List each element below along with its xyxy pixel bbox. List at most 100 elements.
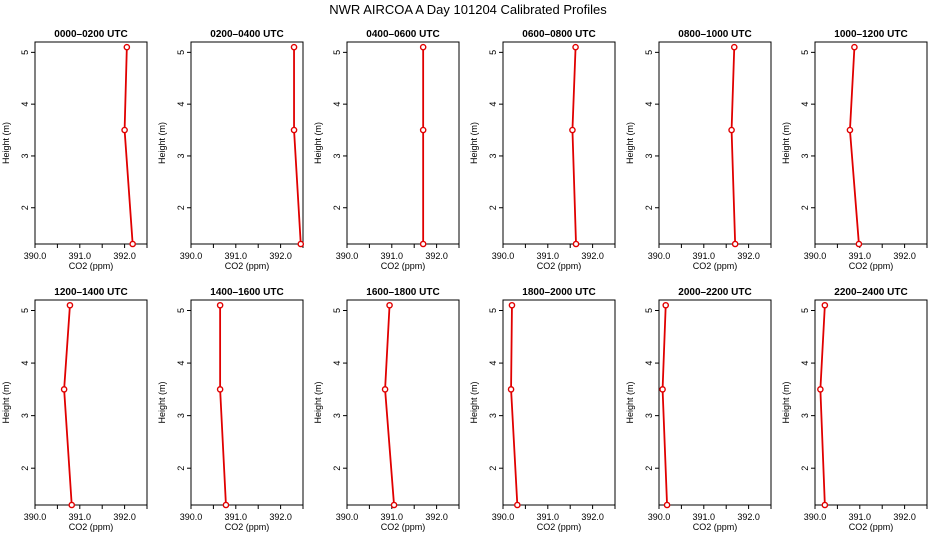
y-axis-label: Height (m)	[313, 122, 323, 164]
y-axis-label: Height (m)	[157, 122, 167, 164]
x-axis-label: CO2 (ppm)	[693, 261, 738, 271]
x-tick-label: 392.0	[581, 251, 604, 261]
y-tick-label: 2	[176, 466, 186, 471]
panel-title: 0800–1000 UTC	[678, 29, 751, 40]
plot-frame	[502, 41, 616, 245]
profile-point	[290, 126, 298, 134]
x-tick-label: 390.0	[180, 251, 203, 261]
y-tick-label: 3	[332, 153, 342, 158]
profile-point	[514, 501, 521, 509]
profile-panel: 1200–1400 UTC 390.0 391.0 392.0 2 3 4 5 CO2 (ppm…	[1, 287, 148, 532]
profile-panel: 1400–1600 UTC 390.0 391.0 392.0 2 3 4 5 CO2 (ppm…	[157, 287, 304, 532]
y-tick-label: 4	[332, 361, 342, 366]
y-tick-label: 4	[176, 361, 186, 366]
profile-line	[63, 305, 73, 506]
y-tick-label: 4	[488, 361, 498, 366]
y-tick-label: 4	[800, 361, 810, 366]
plot-frame	[34, 299, 148, 506]
y-tick-label: 3	[176, 153, 186, 158]
y-axis-label: Height (m)	[1, 122, 11, 164]
y-tick-label: 3	[488, 413, 498, 418]
profile-line	[219, 305, 227, 506]
x-axis-label: CO2 (ppm)	[225, 522, 270, 532]
profile-point	[129, 240, 136, 248]
y-tick-label: 4	[800, 102, 810, 107]
plot-frame	[34, 41, 148, 245]
x-tick-label: 391.0	[225, 251, 248, 261]
y-tick-label: 5	[332, 50, 342, 55]
x-tick-label: 390.0	[180, 512, 203, 522]
profile-point	[60, 386, 68, 393]
y-axis-label: Height (m)	[157, 381, 167, 423]
profile-point	[572, 43, 579, 51]
x-tick-label: 392.0	[113, 251, 136, 261]
profile-panel: 2200–2400 UTC 390.0 391.0 392.0 2 3 4 5 CO2 (ppm…	[781, 287, 928, 532]
x-tick-label: 392.0	[425, 512, 448, 522]
profile-point	[222, 501, 230, 509]
profile-point	[730, 43, 738, 51]
y-tick-label: 5	[176, 308, 186, 313]
y-tick-label: 5	[644, 308, 654, 313]
profile-panel: 1800–2000 UTC 390.0 391.0 392.0 2 3 4 5 CO2 (ppm…	[469, 287, 616, 532]
y-tick-label: 4	[488, 102, 498, 107]
x-tick-label: 390.0	[336, 512, 359, 522]
plot-frame	[346, 41, 460, 245]
y-axis-label: Height (m)	[469, 122, 479, 164]
profile-point	[419, 43, 427, 51]
x-axis-label: CO2 (ppm)	[69, 261, 114, 271]
y-tick-label: 2	[332, 205, 342, 210]
profile-point	[659, 386, 666, 393]
plot-frame	[658, 299, 772, 506]
x-tick-label: 390.0	[804, 512, 827, 522]
x-tick-label: 391.0	[849, 251, 872, 261]
x-axis-label: CO2 (ppm)	[225, 261, 270, 271]
x-tick-label: 392.0	[425, 251, 448, 261]
profile-panel: 0200–0400 UTC 390.0 391.0 392.0 2 3 4 5 CO2 (ppm…	[157, 29, 305, 271]
profile-point	[821, 501, 829, 509]
y-axis-label: Height (m)	[781, 381, 791, 423]
profile-panel: 1000–1200 UTC 390.0 391.0 392.0 2 3 4 5 CO2 (ppm…	[781, 29, 928, 271]
profile-line	[510, 305, 519, 506]
panel-title: 2000–2200 UTC	[678, 287, 751, 298]
y-tick-label: 2	[332, 466, 342, 471]
plot-frame	[190, 299, 304, 506]
plot-frame	[658, 41, 772, 245]
y-axis-label: Height (m)	[313, 381, 323, 423]
y-tick-label: 5	[488, 50, 498, 55]
profile-point	[386, 301, 393, 309]
x-tick-label: 391.0	[225, 512, 248, 522]
x-tick-label: 391.0	[69, 251, 92, 261]
y-tick-label: 2	[176, 205, 186, 210]
x-tick-label: 391.0	[693, 512, 716, 522]
x-axis-label: CO2 (ppm)	[537, 522, 582, 532]
profile-line	[730, 47, 737, 245]
y-tick-label: 5	[20, 308, 30, 313]
x-tick-label: 392.0	[269, 251, 292, 261]
panel-title: 1800–2000 UTC	[522, 287, 595, 298]
profile-point	[68, 501, 76, 509]
y-tick-label: 5	[332, 308, 342, 313]
y-tick-label: 5	[800, 50, 810, 55]
panel-title: 0600–0800 UTC	[522, 29, 595, 40]
plot-frame	[502, 299, 616, 506]
profile-panel: 2000–2200 UTC 390.0 391.0 392.0 2 3 4 5 CO2 (ppm…	[625, 287, 772, 532]
profile-point	[846, 126, 854, 134]
y-tick-label: 2	[488, 205, 498, 210]
y-tick-label: 4	[176, 102, 186, 107]
x-tick-label: 390.0	[648, 251, 671, 261]
y-tick-label: 2	[800, 205, 810, 210]
profile-point	[507, 386, 515, 393]
page-title: NWR AIRCOA A Day 101204 Calibrated Profi…	[329, 2, 607, 17]
x-tick-label: 391.0	[537, 512, 560, 522]
panel-title: 0000–0200 UTC	[54, 29, 127, 40]
panel-title: 0400–0600 UTC	[366, 29, 439, 40]
y-tick-label: 4	[20, 361, 30, 366]
profile-line	[293, 47, 302, 245]
x-tick-label: 390.0	[492, 512, 515, 522]
y-tick-label: 5	[176, 50, 186, 55]
x-axis-label: CO2 (ppm)	[693, 522, 738, 532]
x-tick-label: 391.0	[69, 512, 92, 522]
y-tick-label: 4	[20, 102, 30, 107]
y-axis-label: Height (m)	[781, 122, 791, 164]
y-tick-label: 5	[644, 50, 654, 55]
